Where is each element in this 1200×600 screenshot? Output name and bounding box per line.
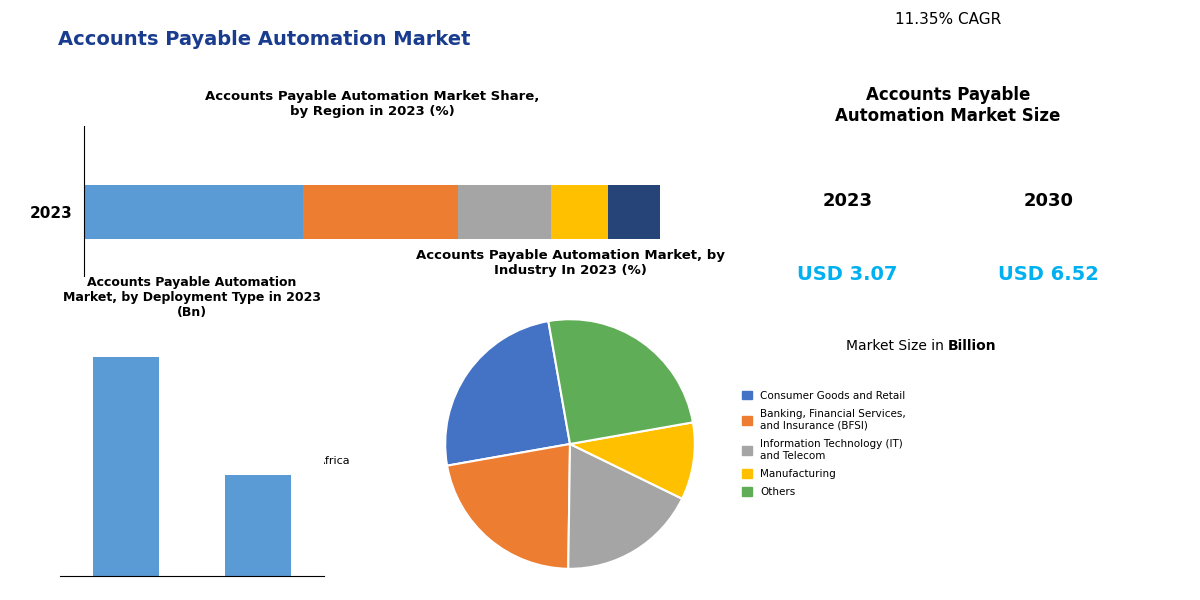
Bar	[94, 357, 158, 576]
Wedge shape	[445, 321, 570, 466]
Text: USD 6.52: USD 6.52	[998, 265, 1099, 284]
Text: 2030: 2030	[1024, 191, 1073, 209]
Text: Market Size in: Market Size in	[846, 340, 948, 353]
Wedge shape	[569, 444, 682, 569]
Wedge shape	[570, 422, 695, 499]
Legend: North America, Asia-Pacific, Europe, Middle East and Africa, South America: North America, Asia-Pacific, Europe, Mid…	[84, 452, 354, 503]
Bar	[226, 475, 292, 576]
Text: Billion: Billion	[948, 340, 997, 353]
Bar	[608, 185, 660, 238]
Text: Accounts Payable Automation Market: Accounts Payable Automation Market	[58, 30, 470, 49]
Bar	[551, 185, 608, 238]
Text: 11.35% CAGR: 11.35% CAGR	[895, 12, 1001, 27]
Bar	[84, 185, 302, 238]
Text: 2023: 2023	[823, 191, 872, 209]
Bar	[302, 185, 458, 238]
Text: USD 3.07: USD 3.07	[798, 265, 898, 284]
Legend: Consumer Goods and Retail, Banking, Financial Services,
and Insurance (BFSI), In: Consumer Goods and Retail, Banking, Fina…	[738, 386, 911, 502]
Wedge shape	[448, 444, 570, 569]
Title: Accounts Payable Automation Market, by
Industry In 2023 (%): Accounts Payable Automation Market, by I…	[415, 249, 725, 277]
Wedge shape	[548, 319, 692, 444]
Text: Accounts Payable
Automation Market Size: Accounts Payable Automation Market Size	[835, 86, 1061, 125]
Title: Accounts Payable Automation
Market, by Deployment Type in 2023
(Bn): Accounts Payable Automation Market, by D…	[64, 275, 322, 319]
Title: Accounts Payable Automation Market Share,
by Region in 2023 (%): Accounts Payable Automation Market Share…	[205, 90, 539, 118]
Bar	[458, 185, 551, 238]
